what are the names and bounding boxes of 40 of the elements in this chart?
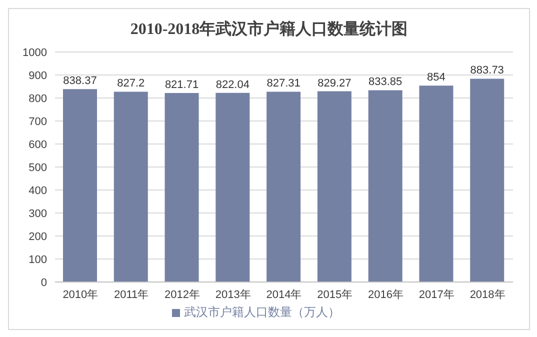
legend-label: 武汉市户籍人口数量（万人） — [184, 305, 340, 319]
bar — [368, 90, 402, 282]
y-tick-label: 200 — [28, 230, 47, 243]
chart-title: 2010-2018年武汉市户籍人口数量统计图 — [129, 19, 409, 40]
y-tick-label: 1000 — [22, 46, 47, 59]
x-tick-label: 2014年 — [266, 288, 302, 301]
y-tick-label: 100 — [28, 254, 47, 266]
y-tick-label: 700 — [28, 116, 47, 128]
y-tick-label: 900 — [28, 70, 47, 82]
data-label: 838.37 — [63, 75, 97, 88]
data-label: 854 — [427, 72, 446, 84]
data-label: 822.04 — [216, 78, 250, 91]
y-tick-label: 0 — [40, 276, 47, 289]
x-tick-label: 2010年 — [62, 288, 98, 301]
bar — [216, 92, 250, 282]
data-label: 833.85 — [368, 76, 402, 88]
bar — [470, 78, 504, 282]
x-tick-label: 2016年 — [368, 288, 404, 301]
y-tick-label: 800 — [28, 92, 47, 105]
bar — [114, 92, 148, 282]
data-label: 821.71 — [164, 79, 199, 92]
bar — [164, 93, 199, 282]
bar — [266, 92, 301, 282]
y-tick-label: 400 — [28, 184, 47, 197]
y-tick-label: 600 — [28, 138, 47, 151]
y-tick-label: 300 — [28, 208, 47, 220]
y-tick-label: 500 — [28, 162, 47, 174]
bar — [63, 89, 97, 282]
bar — [317, 91, 352, 282]
x-tick-label: 2012年 — [164, 288, 200, 301]
x-tick-label: 2011年 — [114, 288, 149, 301]
x-tick-label: 2018年 — [470, 288, 506, 301]
bar — [419, 86, 454, 282]
data-label: 829.27 — [318, 77, 352, 90]
data-label: 883.73 — [470, 64, 504, 77]
x-tick-label: 2013年 — [215, 288, 251, 301]
x-tick-label: 2017年 — [418, 288, 454, 301]
data-label: 827.2 — [117, 78, 145, 90]
x-tick-label: 2015年 — [317, 288, 353, 301]
data-label: 827.31 — [266, 78, 300, 90]
